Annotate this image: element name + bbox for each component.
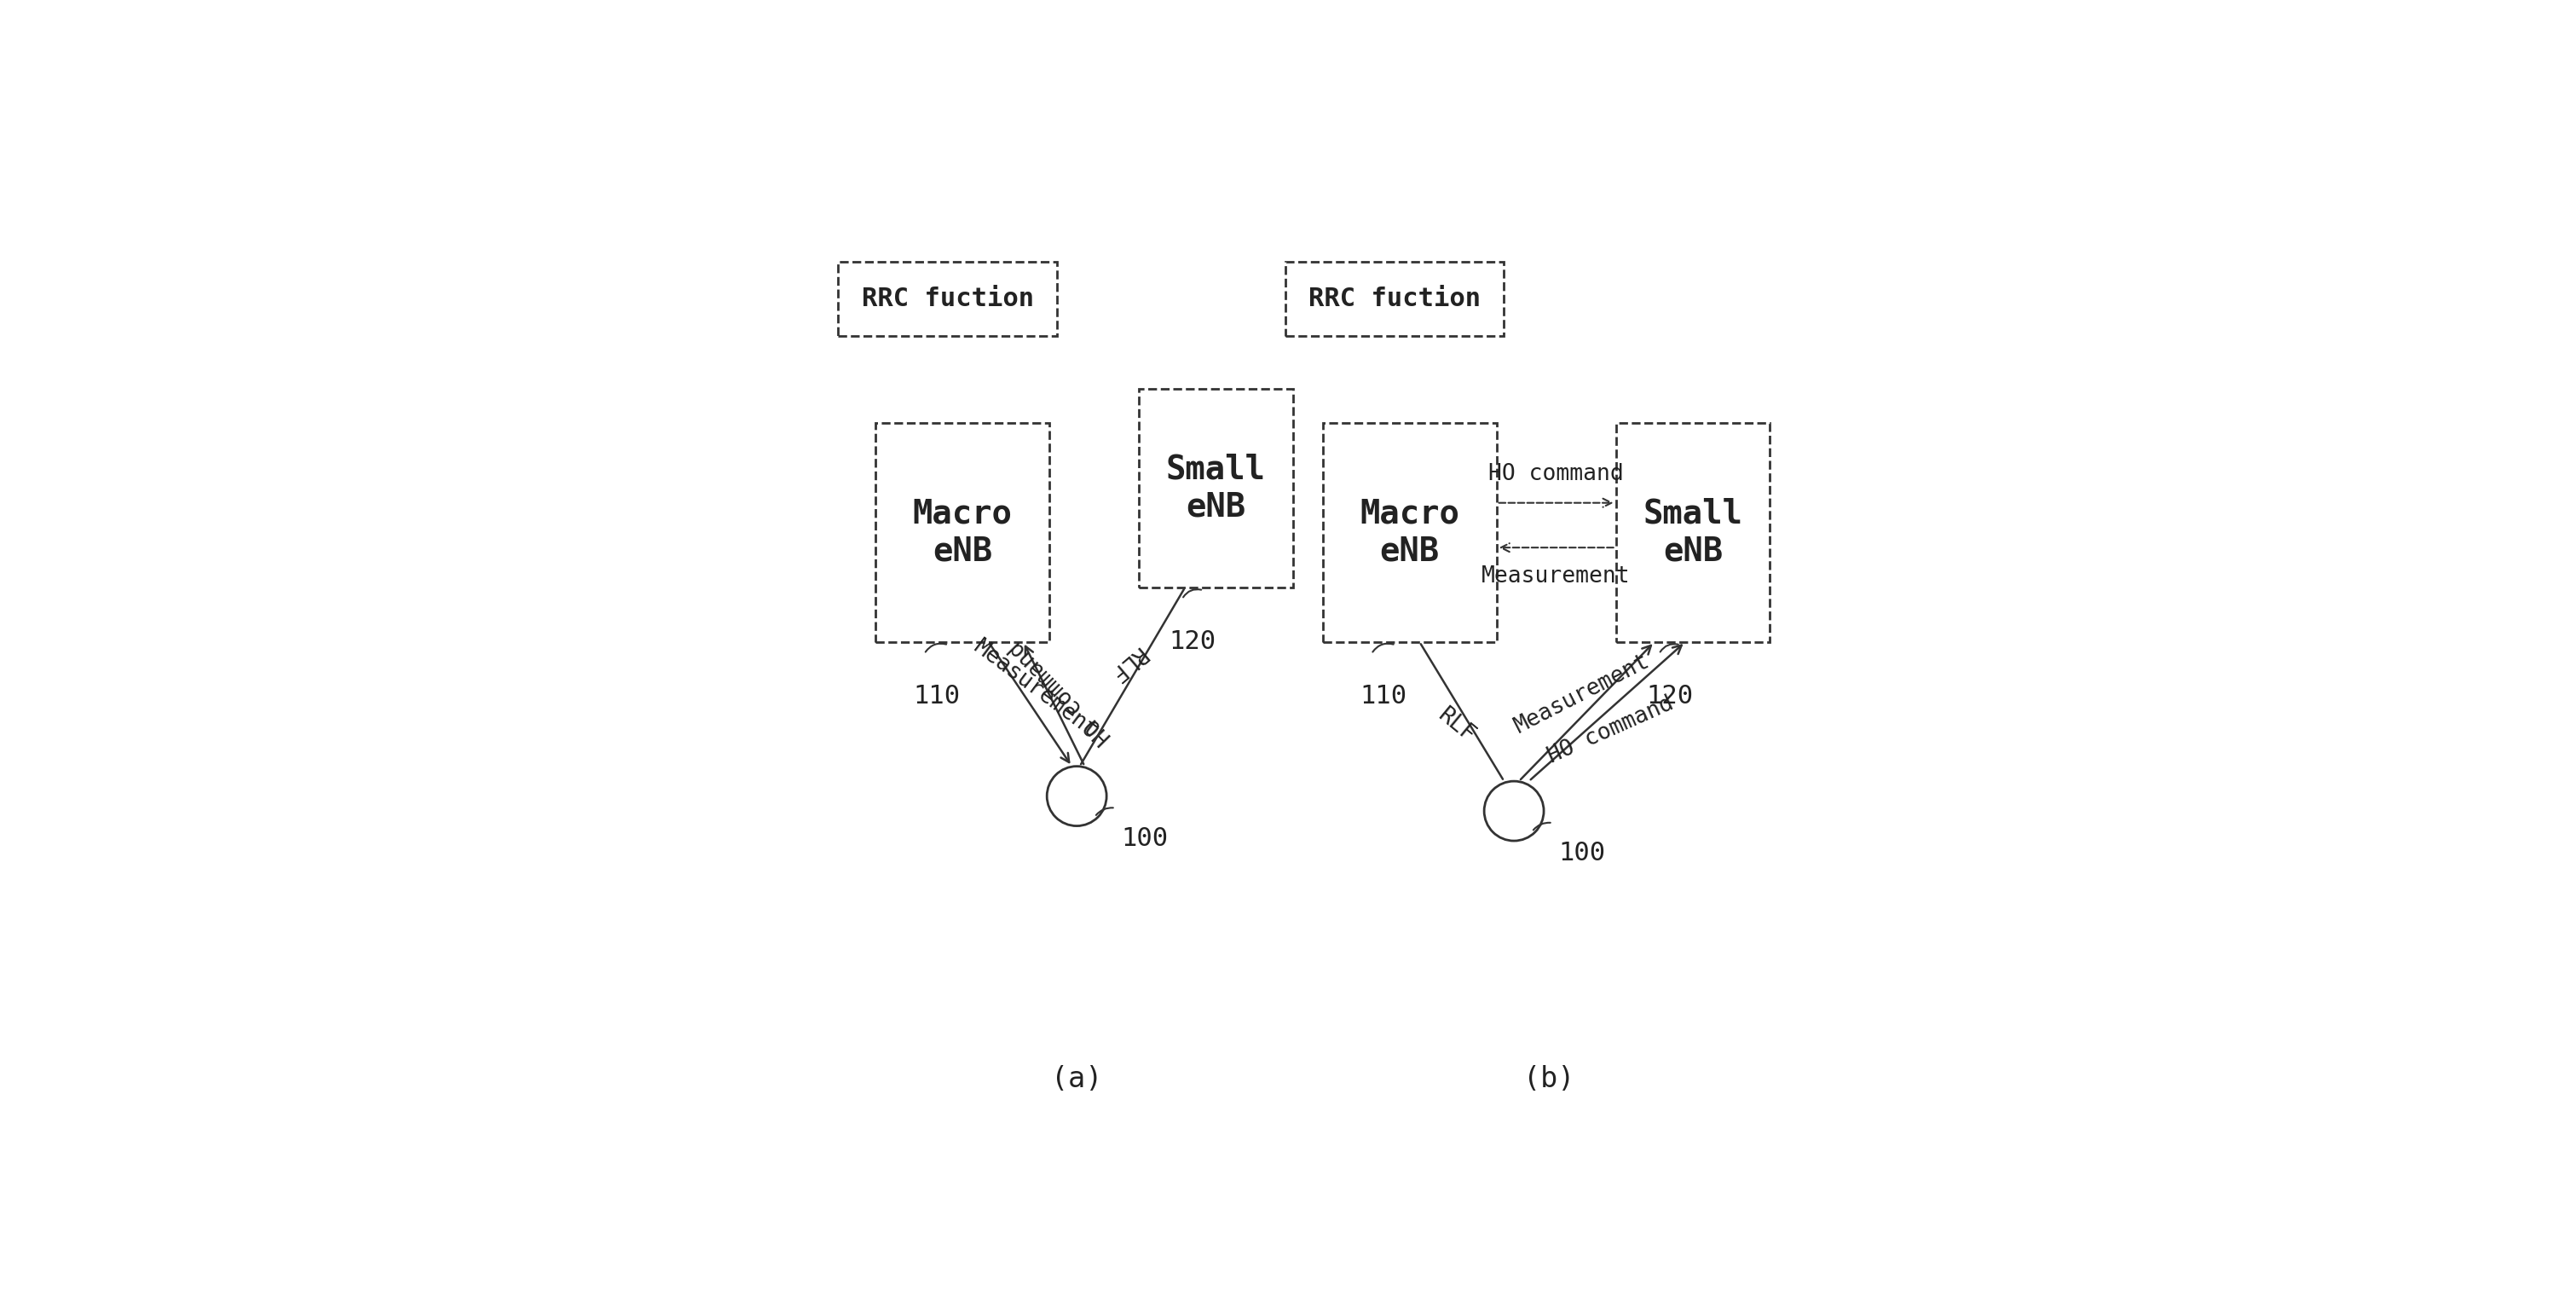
Text: Measurement: Measurement — [1481, 565, 1631, 587]
Bar — [1615, 423, 1770, 642]
Bar — [1139, 389, 1293, 587]
Text: (a): (a) — [1051, 1065, 1103, 1093]
Bar — [1285, 262, 1504, 337]
Text: RLF: RLF — [1432, 704, 1479, 747]
Text: HO command: HO command — [1005, 635, 1115, 747]
Text: HO command: HO command — [1489, 462, 1623, 485]
Text: (b): (b) — [1522, 1065, 1574, 1093]
Bar — [876, 423, 1048, 642]
Text: HO command: HO command — [1546, 692, 1677, 767]
Text: Small
eNB: Small eNB — [1167, 453, 1265, 523]
Text: 110: 110 — [1360, 684, 1406, 709]
Text: 120: 120 — [1170, 629, 1216, 653]
Bar — [1321, 423, 1497, 642]
Bar — [837, 262, 1056, 337]
Text: 100: 100 — [1558, 840, 1605, 865]
Text: RLF: RLF — [1105, 642, 1149, 684]
Text: RRC fuction: RRC fuction — [1309, 287, 1481, 311]
Text: 100: 100 — [1121, 826, 1170, 851]
Text: Measurement: Measurement — [969, 636, 1103, 744]
Text: 110: 110 — [912, 684, 961, 709]
Text: Measurement: Measurement — [1512, 649, 1654, 738]
Text: Small
eNB: Small eNB — [1643, 498, 1741, 568]
Text: Macro
eNB: Macro eNB — [1360, 498, 1461, 568]
Text: Macro
eNB: Macro eNB — [912, 498, 1012, 568]
Text: 120: 120 — [1646, 684, 1692, 709]
Text: RRC fuction: RRC fuction — [860, 287, 1033, 311]
